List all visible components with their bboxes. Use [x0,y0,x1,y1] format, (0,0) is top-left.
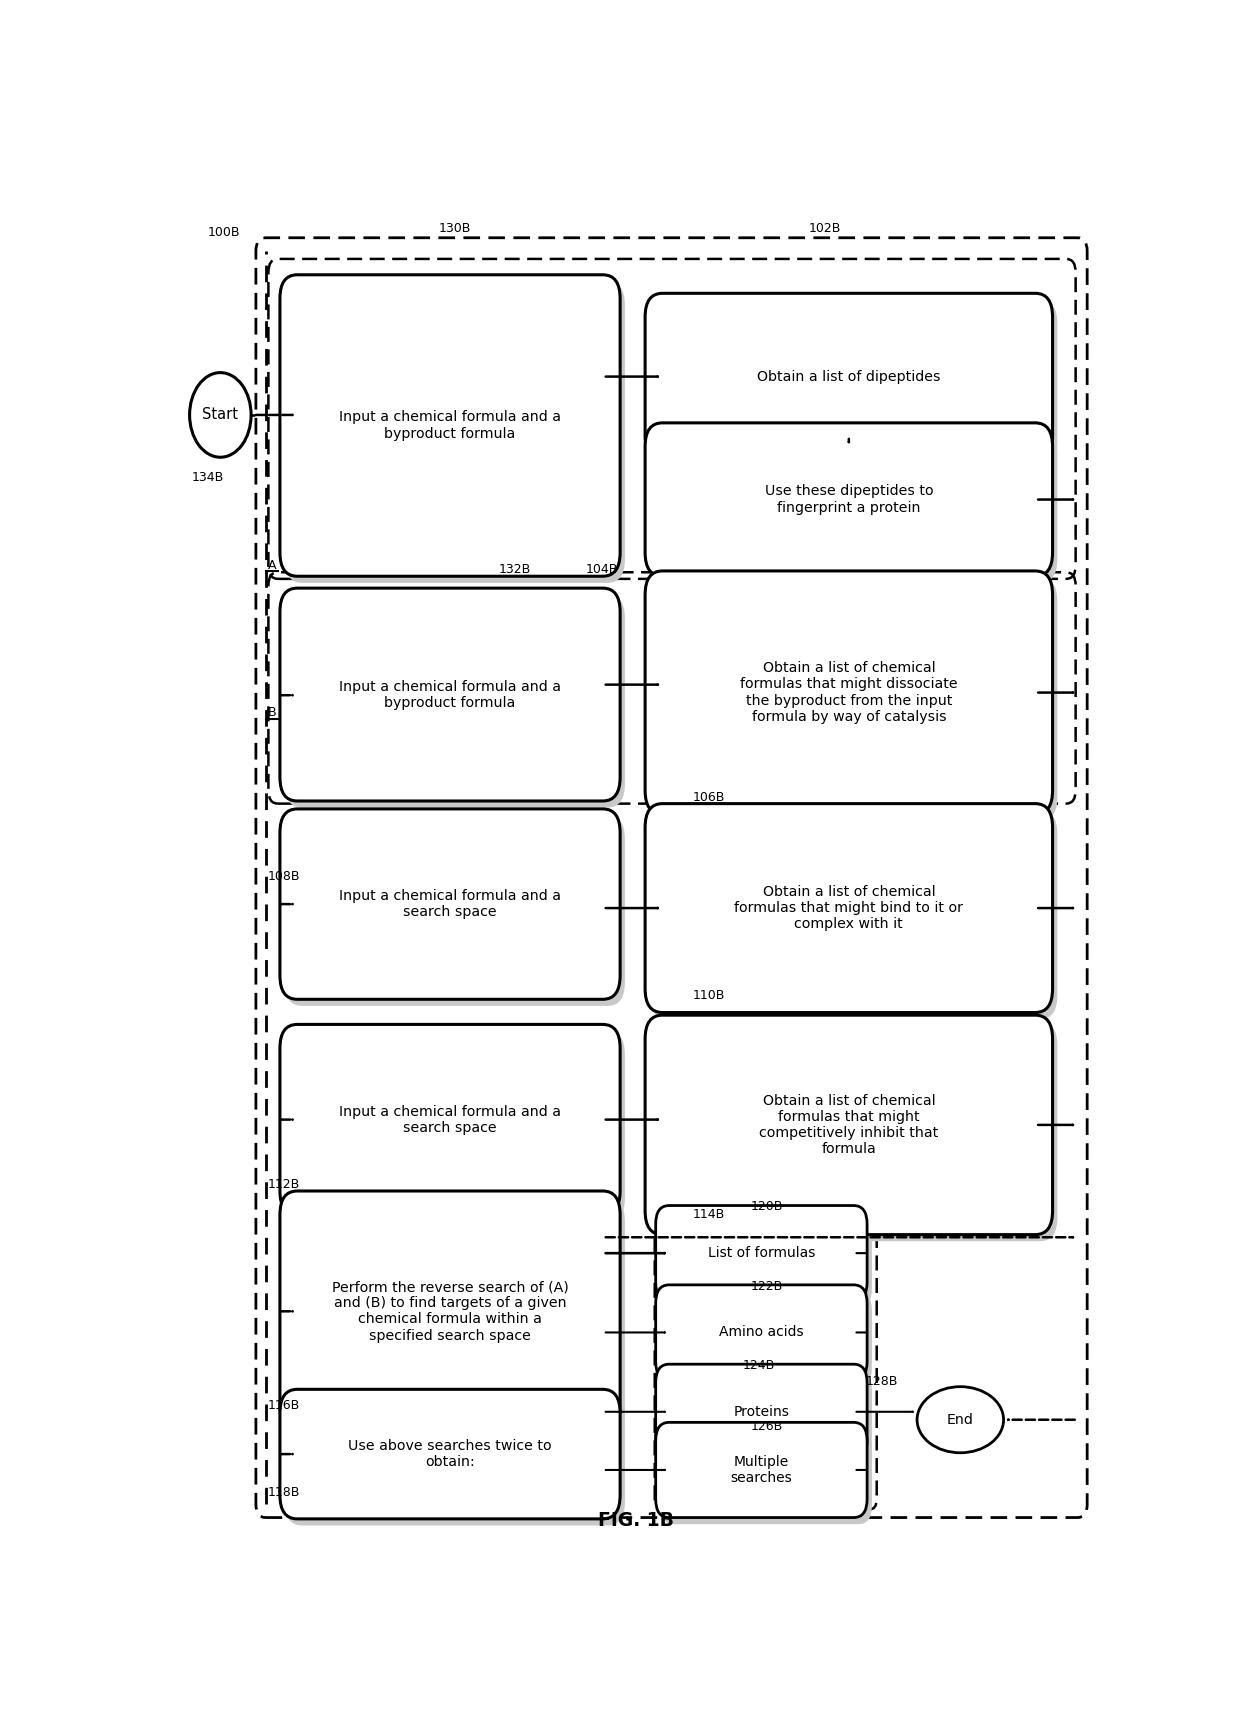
FancyBboxPatch shape [650,300,1058,467]
Ellipse shape [918,1387,1003,1453]
Text: 116B: 116B [268,1399,300,1411]
Text: Input a chemical formula and a
byproduct formula: Input a chemical formula and a byproduct… [339,410,560,441]
FancyBboxPatch shape [280,809,620,999]
FancyBboxPatch shape [280,1025,620,1216]
Text: 104B: 104B [585,563,618,577]
FancyBboxPatch shape [661,1212,872,1307]
FancyBboxPatch shape [656,1365,867,1459]
Text: 128B: 128B [866,1375,899,1387]
FancyBboxPatch shape [650,577,1058,821]
FancyBboxPatch shape [661,1291,872,1387]
Text: 112B: 112B [268,1178,300,1192]
Text: 122B: 122B [751,1279,784,1293]
FancyBboxPatch shape [285,594,625,807]
Text: End: End [947,1413,973,1427]
FancyBboxPatch shape [645,572,1053,814]
Text: 130B: 130B [439,221,471,235]
FancyBboxPatch shape [645,1015,1053,1235]
Text: FIG. 1B: FIG. 1B [598,1511,673,1530]
Text: 108B: 108B [268,871,300,883]
Text: Proteins: Proteins [733,1405,790,1418]
FancyBboxPatch shape [656,1284,867,1380]
Text: Obtain a list of chemical
formulas that might dissociate
the byproduct from the : Obtain a list of chemical formulas that … [740,661,957,725]
FancyBboxPatch shape [661,1429,872,1525]
Text: 106B: 106B [693,790,725,804]
FancyBboxPatch shape [650,810,1058,1020]
Text: Obtain a list of dipeptides: Obtain a list of dipeptides [758,369,941,383]
Text: 134B: 134B [191,470,223,484]
FancyBboxPatch shape [645,422,1053,577]
FancyBboxPatch shape [650,1022,1058,1241]
Text: 124B: 124B [743,1360,775,1372]
Text: Obtain a list of chemical
formulas that might bind to it or
complex with it: Obtain a list of chemical formulas that … [734,884,963,931]
Text: 100B: 100B [208,227,241,239]
Text: Start: Start [202,407,238,422]
Text: 102B: 102B [808,221,841,235]
Text: 120B: 120B [751,1200,784,1214]
FancyBboxPatch shape [280,589,620,802]
Text: 126B: 126B [751,1420,784,1434]
FancyBboxPatch shape [661,1370,872,1466]
FancyBboxPatch shape [280,1389,620,1520]
FancyBboxPatch shape [280,1192,620,1430]
Text: Obtain a list of chemical
formulas that might
competitively inhibit that
formula: Obtain a list of chemical formulas that … [759,1094,939,1156]
FancyBboxPatch shape [656,1205,867,1301]
Circle shape [190,373,250,457]
Text: Input a chemical formula and a
search space: Input a chemical formula and a search sp… [339,1104,560,1135]
FancyBboxPatch shape [285,1198,625,1437]
Text: 110B: 110B [693,989,725,1003]
Text: 118B: 118B [268,1485,300,1499]
FancyBboxPatch shape [645,294,1053,460]
Text: Use these dipeptides to
fingerprint a protein: Use these dipeptides to fingerprint a pr… [765,484,934,515]
Text: Input a chemical formula and a
search space: Input a chemical formula and a search sp… [339,889,560,919]
Text: List of formulas: List of formulas [708,1247,815,1260]
FancyBboxPatch shape [285,1396,625,1525]
Text: Input a chemical formula and a
byproduct formula: Input a chemical formula and a byproduct… [339,680,560,711]
Text: 132B: 132B [498,563,531,577]
Text: Multiple
searches: Multiple searches [730,1454,792,1485]
FancyBboxPatch shape [656,1422,867,1518]
FancyBboxPatch shape [285,282,625,582]
Text: B: B [268,706,277,719]
FancyBboxPatch shape [650,429,1058,582]
FancyBboxPatch shape [285,1030,625,1221]
Text: Use above searches twice to
obtain:: Use above searches twice to obtain: [348,1439,552,1470]
Text: Amino acids: Amino acids [719,1326,804,1339]
Text: A: A [268,560,277,572]
FancyBboxPatch shape [285,816,625,1006]
Text: Perform the reverse search of (A)
and (B) to find targets of a given
chemical fo: Perform the reverse search of (A) and (B… [331,1279,568,1343]
FancyBboxPatch shape [645,804,1053,1013]
Text: 114B: 114B [693,1209,725,1221]
FancyBboxPatch shape [280,275,620,577]
